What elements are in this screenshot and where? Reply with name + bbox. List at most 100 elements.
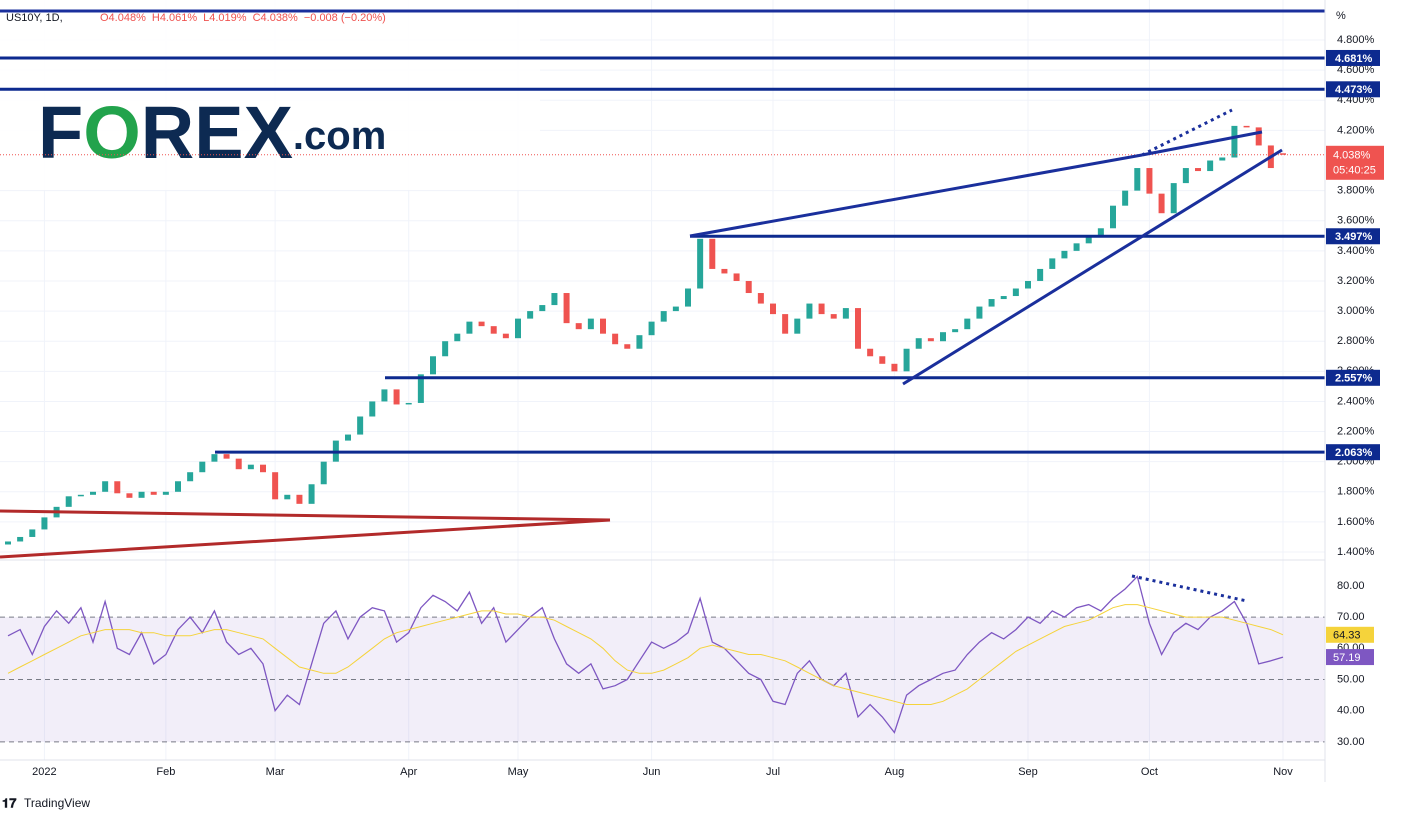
- logo-part: REX: [141, 91, 293, 174]
- logo: FOREX.com: [38, 91, 386, 174]
- candle: [1012, 288, 1019, 297]
- candle: [1085, 235, 1092, 244]
- candle: [1280, 153, 1286, 155]
- candle: [612, 333, 619, 345]
- candle: [903, 348, 910, 372]
- trendline: [1141, 108, 1233, 157]
- candle: [624, 344, 631, 349]
- logo-part: F: [38, 91, 83, 174]
- y-tick-label: 80.00: [1337, 580, 1365, 592]
- y-tick-label: 4.600%: [1337, 64, 1375, 76]
- candle: [5, 541, 11, 545]
- candle: [1243, 125, 1250, 128]
- candle: [430, 356, 436, 375]
- candle: [162, 491, 169, 495]
- candle: [90, 491, 96, 495]
- candle: [1158, 193, 1165, 214]
- candle: [260, 464, 266, 473]
- trendline: [0, 509, 611, 522]
- candle: [527, 311, 534, 319]
- candle: [223, 454, 230, 459]
- candle: [636, 335, 643, 349]
- candle: [1049, 258, 1056, 269]
- candle: [454, 333, 461, 342]
- ohlc-value: H4.061%: [152, 12, 197, 24]
- countdown: 05:40:25: [1333, 165, 1376, 177]
- candle: [842, 308, 849, 319]
- ohlc-value: −0.008 (−0.20%): [304, 12, 386, 24]
- rsi-badge-label: 57.19: [1333, 652, 1361, 664]
- x-tick-label: May: [508, 766, 529, 778]
- last-price-badge: [1326, 145, 1384, 180]
- candle: [770, 303, 776, 315]
- candle: [830, 314, 837, 319]
- x-tick-label: 2022: [32, 766, 56, 778]
- candle: [1182, 168, 1189, 184]
- ohlc-value: C4.038%: [253, 12, 298, 24]
- candle: [855, 308, 861, 349]
- level-label: 3.497%: [1335, 231, 1373, 243]
- grid: [0, 0, 1325, 760]
- candle: [1207, 160, 1214, 172]
- x-tick-label: Feb: [156, 766, 175, 778]
- candle: [1122, 190, 1129, 206]
- level-badge: [1326, 81, 1380, 98]
- candle: [1146, 168, 1153, 194]
- candle: [551, 293, 558, 306]
- candle: [964, 318, 971, 330]
- y-tick-label: 4.800%: [1337, 34, 1375, 46]
- ohlc: O4.048% H4.061% L4.019% C4.038% −0.008 (−0.2…: [100, 12, 386, 24]
- candle: [818, 303, 825, 315]
- candle: [1231, 125, 1238, 158]
- y-tick-label: 1.800%: [1337, 486, 1375, 498]
- candle: [65, 496, 72, 507]
- candle: [417, 374, 424, 403]
- candle: [660, 311, 667, 322]
- candle: [296, 494, 303, 504]
- level-badge: [1326, 228, 1380, 245]
- candle: [1037, 268, 1044, 281]
- x-tick-label: Oct: [1141, 766, 1158, 778]
- candle: [648, 321, 655, 336]
- trendline: [689, 153, 1143, 238]
- footer: TradingView: [24, 796, 90, 810]
- candle: [685, 288, 691, 307]
- y-tick-label: 2.200%: [1337, 425, 1375, 437]
- candle: [600, 318, 606, 334]
- level-label: 2.063%: [1335, 447, 1373, 459]
- logo-part: O: [83, 91, 141, 174]
- candle: [150, 491, 157, 495]
- candle: [940, 332, 946, 342]
- candle: [381, 389, 388, 402]
- ohlc-value: L4.019%: [203, 12, 247, 24]
- candle: [29, 529, 36, 537]
- x-tick-label: Sep: [1018, 766, 1038, 778]
- candle: [927, 338, 934, 342]
- logo-backdrop: [0, 0, 540, 190]
- candle: [563, 293, 570, 324]
- candle: [272, 472, 279, 500]
- y-tick-label: 3.200%: [1337, 275, 1375, 287]
- candle: [211, 454, 218, 462]
- candle: [235, 458, 242, 470]
- trendline: [0, 518, 611, 559]
- candle: [345, 434, 351, 441]
- trendline: [902, 148, 1283, 386]
- y-tick-label: 40.00: [1337, 705, 1365, 717]
- candle: [1255, 127, 1262, 146]
- y-tick-label: 2.400%: [1337, 395, 1375, 407]
- candle: [199, 461, 206, 473]
- x-tick-label: Apr: [400, 766, 417, 778]
- y-tick-label: 50.00: [1337, 673, 1365, 685]
- candle: [1219, 157, 1226, 161]
- level-badge: [1326, 444, 1380, 461]
- candle: [988, 299, 995, 307]
- candle: [721, 268, 728, 274]
- y-tick-label: 1.400%: [1337, 546, 1375, 558]
- candle: [1073, 243, 1080, 251]
- candle: [575, 323, 582, 330]
- y-tick-label: 2.800%: [1337, 335, 1375, 347]
- candle: [1061, 250, 1068, 259]
- candle: [672, 306, 679, 312]
- level-badge: [1326, 49, 1380, 66]
